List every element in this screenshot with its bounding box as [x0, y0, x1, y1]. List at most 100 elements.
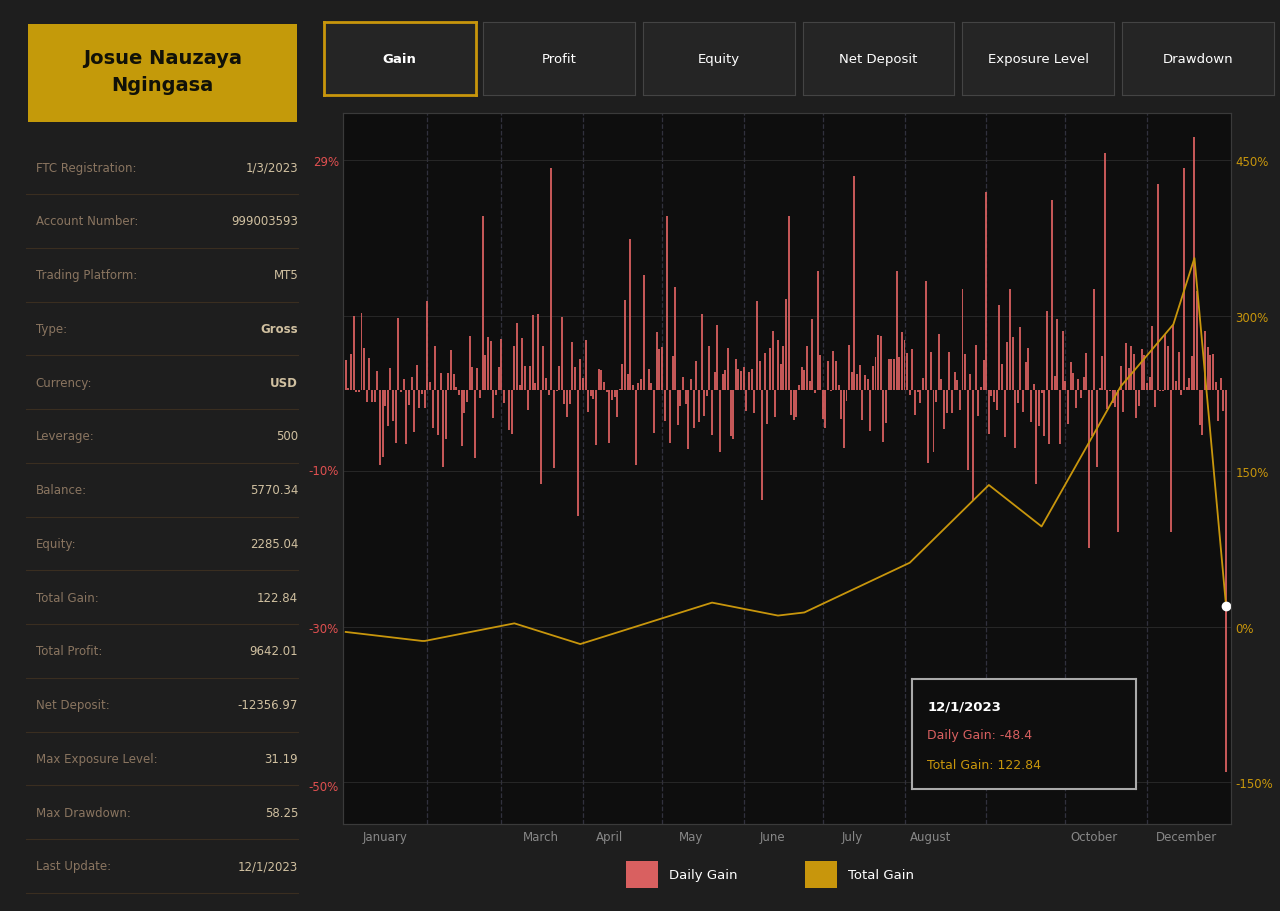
Bar — [849, 345, 850, 390]
Bar — [809, 382, 810, 390]
Bar — [526, 390, 529, 410]
Bar — [1103, 153, 1106, 390]
Bar — [598, 370, 600, 390]
Text: Equity:: Equity: — [36, 537, 77, 550]
Bar — [349, 354, 352, 390]
Bar — [916, 390, 919, 393]
Bar — [785, 300, 787, 390]
Bar — [392, 390, 394, 422]
Bar — [780, 364, 782, 390]
Text: -12356.97: -12356.97 — [238, 699, 298, 711]
Text: Currency:: Currency: — [36, 376, 92, 389]
Bar — [1143, 356, 1146, 390]
Bar — [436, 390, 439, 435]
Bar — [904, 341, 905, 390]
Bar — [1033, 385, 1034, 390]
Bar — [730, 390, 731, 436]
Bar — [687, 390, 690, 450]
Bar — [458, 390, 460, 395]
Bar — [445, 390, 447, 440]
Bar — [1073, 374, 1074, 390]
Text: Max Exposure Level:: Max Exposure Level: — [36, 752, 157, 765]
Bar — [431, 390, 434, 428]
Bar — [1117, 390, 1119, 532]
Bar — [1222, 390, 1225, 412]
Text: 12/1/2023: 12/1/2023 — [927, 700, 1001, 712]
Bar — [1130, 347, 1133, 390]
Bar — [411, 377, 412, 390]
Bar — [503, 390, 504, 404]
Bar — [844, 390, 845, 448]
Text: Total Gain: 122.84: Total Gain: 122.84 — [927, 758, 1041, 772]
Bar — [893, 360, 895, 390]
Bar — [663, 390, 666, 422]
Bar — [1061, 332, 1064, 390]
Text: Net Deposit:: Net Deposit: — [36, 699, 110, 711]
Bar — [637, 384, 639, 390]
Bar — [1162, 390, 1164, 392]
Bar — [740, 372, 742, 390]
Bar — [374, 390, 375, 403]
Bar — [951, 390, 952, 414]
Bar — [856, 374, 858, 390]
Bar — [408, 390, 410, 406]
Text: Account Number:: Account Number: — [36, 215, 138, 229]
Bar — [535, 384, 536, 390]
Bar — [996, 390, 997, 411]
Bar — [580, 360, 581, 390]
Bar — [381, 390, 384, 457]
Text: Balance:: Balance: — [36, 484, 87, 496]
Text: Type:: Type: — [36, 322, 67, 335]
Bar — [1098, 389, 1101, 390]
Bar — [513, 347, 516, 390]
Bar — [640, 380, 641, 390]
Bar — [998, 306, 1001, 390]
Bar — [914, 390, 916, 416]
Bar — [719, 390, 721, 452]
Bar — [1051, 200, 1053, 390]
Bar — [692, 390, 695, 428]
Bar — [1053, 376, 1056, 390]
Bar — [630, 241, 631, 390]
Bar — [573, 368, 576, 390]
Bar — [456, 387, 457, 390]
Bar — [1064, 382, 1066, 390]
Bar — [712, 390, 713, 435]
Bar — [558, 367, 561, 390]
Bar — [936, 390, 937, 403]
Bar — [416, 366, 417, 390]
Bar — [481, 217, 484, 390]
Bar — [635, 390, 636, 466]
Bar — [978, 390, 979, 416]
Bar — [675, 287, 676, 390]
Bar — [563, 390, 566, 404]
Bar — [764, 353, 765, 390]
Bar — [790, 390, 792, 415]
Bar — [1028, 349, 1029, 390]
Bar — [1167, 346, 1169, 390]
Bar — [379, 390, 381, 466]
Bar — [476, 368, 479, 390]
Bar — [864, 375, 867, 390]
Bar — [622, 364, 623, 390]
Bar — [361, 313, 362, 390]
Bar — [1125, 343, 1126, 390]
Bar — [648, 369, 650, 390]
Bar — [1188, 378, 1190, 390]
Bar — [888, 360, 890, 390]
Bar — [835, 362, 837, 390]
Bar — [700, 315, 703, 390]
Text: FTC Registration:: FTC Registration: — [36, 161, 137, 175]
Bar — [1019, 327, 1021, 390]
Bar — [1108, 390, 1111, 392]
Bar — [782, 346, 785, 390]
Bar — [774, 390, 777, 418]
Bar — [568, 390, 571, 404]
Bar — [413, 390, 415, 433]
Bar — [626, 861, 658, 888]
Bar — [708, 347, 710, 390]
Text: 12/1/2023: 12/1/2023 — [238, 859, 298, 873]
Bar — [1070, 363, 1071, 390]
Bar — [993, 390, 995, 403]
Bar — [1199, 390, 1201, 426]
